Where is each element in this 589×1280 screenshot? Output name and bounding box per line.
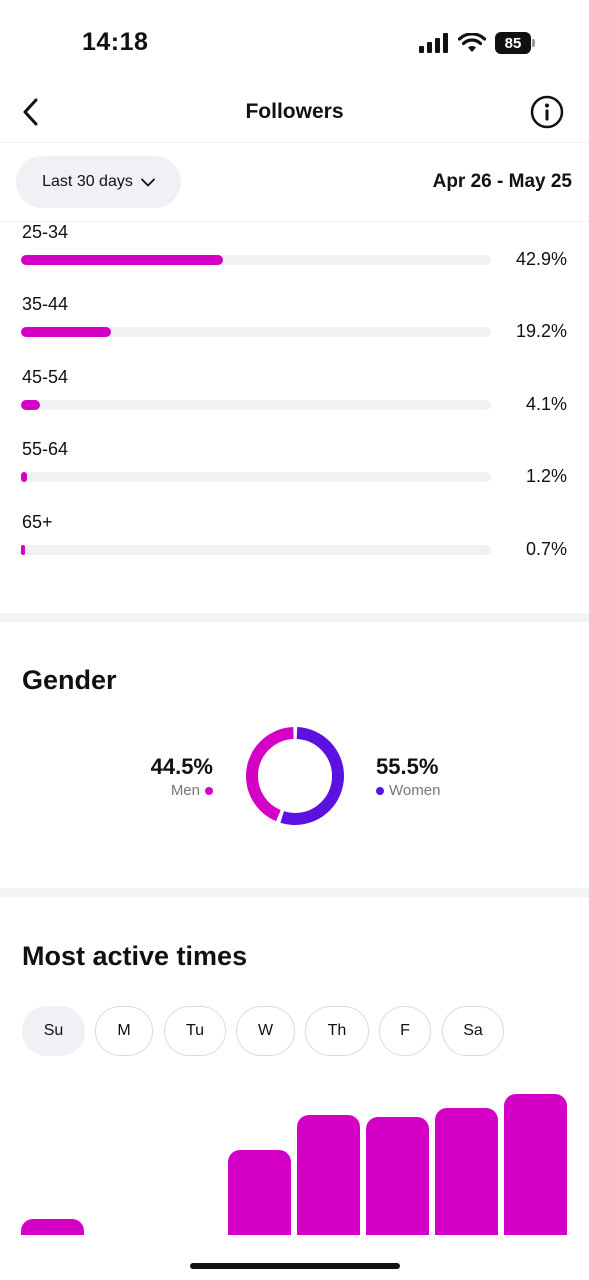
day-tab-friday[interactable]: F xyxy=(379,1006,431,1056)
home-indicator xyxy=(190,1263,400,1269)
status-icons: 85 xyxy=(419,30,535,56)
chevron-left-icon xyxy=(23,98,38,126)
women-legend: Women xyxy=(376,782,496,799)
day-tab-thursday[interactable]: Th xyxy=(305,1006,369,1056)
age-percent: 1.2% xyxy=(525,466,567,486)
age-bar-fill xyxy=(21,545,25,555)
date-range-dropdown[interactable]: Last 30 days xyxy=(16,156,181,208)
age-percent: 0.7% xyxy=(525,539,567,559)
header-divider xyxy=(0,142,589,143)
battery-icon: 85 xyxy=(495,32,535,54)
age-range-label: 45-54 xyxy=(22,367,69,387)
date-range-text: Apr 26 - May 25 xyxy=(432,171,572,192)
men-percent: 44.5% xyxy=(150,754,213,779)
gender-women: 55.5% Women xyxy=(376,754,496,799)
page-title: Followers xyxy=(245,100,344,123)
date-range-dropdown-label: Last 30 days xyxy=(42,173,133,190)
cellular-signal-icon xyxy=(419,33,448,53)
chevron-down-icon xyxy=(140,178,155,186)
nav-header: Followers xyxy=(0,84,589,142)
activity-bar xyxy=(21,1219,84,1235)
age-row: 65+ 0.7% xyxy=(0,512,589,584)
age-bar-fill xyxy=(21,255,223,265)
activity-bar xyxy=(504,1094,567,1235)
battery-level: 85 xyxy=(495,32,531,54)
activity-bar xyxy=(366,1117,429,1235)
status-time: 14:18 xyxy=(82,28,149,56)
section-divider xyxy=(0,888,589,897)
age-bar-fill xyxy=(21,472,27,482)
status-bar: 14:18 85 xyxy=(0,0,589,80)
day-tab-wednesday[interactable]: W xyxy=(236,1006,295,1056)
day-tab-sunday[interactable]: Su xyxy=(22,1006,85,1056)
wifi-icon xyxy=(458,33,486,52)
activity-bar-chart xyxy=(21,1080,568,1235)
women-label: Women xyxy=(389,782,441,799)
day-tab-monday[interactable]: M xyxy=(95,1006,153,1056)
activity-bar xyxy=(228,1150,291,1235)
gender-donut-chart xyxy=(246,727,344,825)
men-legend: Men xyxy=(100,782,213,799)
age-bar-track xyxy=(21,545,491,555)
men-donut-segment xyxy=(246,727,344,825)
filter-divider xyxy=(0,221,589,222)
day-tab-saturday[interactable]: Sa xyxy=(442,1006,504,1056)
section-divider xyxy=(0,613,589,622)
age-range-label: 55-64 xyxy=(22,439,69,459)
age-percent: 19.2% xyxy=(515,321,567,341)
age-row: 25-34 42.9% xyxy=(0,222,589,294)
age-percent: 42.9% xyxy=(515,249,567,269)
active-times-title: Most active times xyxy=(22,941,248,971)
gender-section-title: Gender xyxy=(22,665,117,695)
women-percent: 55.5% xyxy=(376,754,439,779)
age-row: 35-44 19.2% xyxy=(0,294,589,366)
age-bar-fill xyxy=(21,327,111,337)
age-row: 55-64 1.2% xyxy=(0,439,589,511)
age-percent: 4.1% xyxy=(525,394,567,414)
men-label: Men xyxy=(170,782,200,799)
women-dot-icon xyxy=(376,786,384,795)
age-row: 45-54 4.1% xyxy=(0,367,589,439)
filter-row: Last 30 days Apr 26 - May 25 xyxy=(0,143,589,221)
activity-bar xyxy=(297,1115,360,1235)
age-bar-fill xyxy=(21,400,40,410)
gender-men: 44.5% Men xyxy=(100,754,213,799)
age-range-label: 25-34 xyxy=(22,222,69,242)
age-bar-track xyxy=(21,327,491,337)
age-bar-track xyxy=(21,255,491,265)
info-button[interactable] xyxy=(529,94,565,130)
back-button[interactable] xyxy=(12,94,48,130)
activity-bar xyxy=(435,1108,498,1235)
men-dot-icon xyxy=(205,786,213,795)
day-tab-tuesday[interactable]: Tu xyxy=(164,1006,226,1056)
info-icon xyxy=(530,95,564,129)
age-range-label: 35-44 xyxy=(22,294,69,314)
women-donut-segment xyxy=(246,727,344,825)
age-bar-track xyxy=(21,472,491,482)
age-range-label: 65+ xyxy=(22,512,53,532)
age-bar-track xyxy=(21,400,491,410)
